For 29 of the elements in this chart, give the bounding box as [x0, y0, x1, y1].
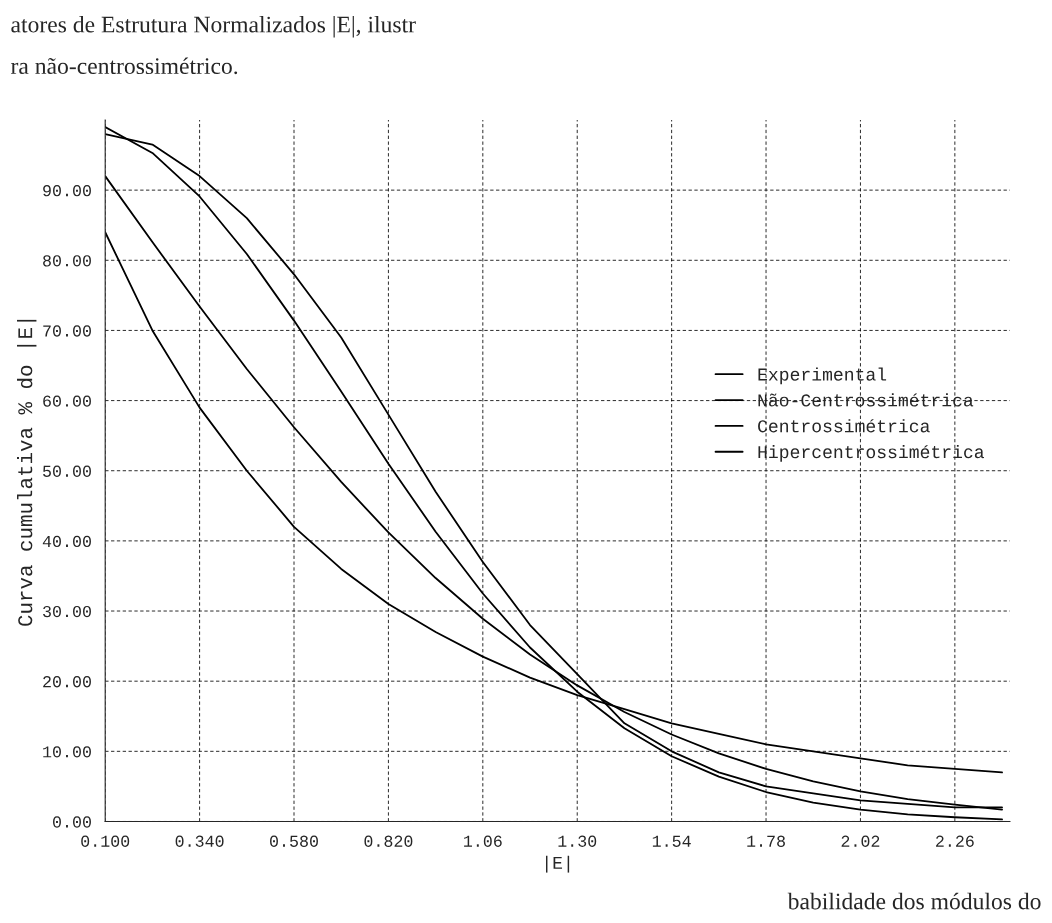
y-tick-label: 10.00 [43, 746, 91, 758]
y-tick-label: 30.00 [43, 605, 91, 618]
y-tick-label: 80.00 [43, 255, 91, 267]
legend-label: Hipercentrossimétrica [758, 444, 984, 462]
y-tick-label: 40.00 [42, 535, 91, 548]
y-tick-label: 0.00 [53, 816, 91, 828]
x-axis-title: |E| [545, 855, 570, 873]
x-tick-label: 2.26 [936, 835, 974, 847]
x-tick-label: 0.580 [270, 835, 318, 847]
legend-label: Experimental [758, 367, 887, 385]
text: babilidade dos módulos do [787, 892, 1041, 910]
x-tick-label: 1.78 [747, 835, 785, 847]
text: ra não-centrossimétrico. [10, 57, 238, 75]
y-tick-label: 90.00 [43, 185, 91, 197]
x-tick-label: 2.02 [841, 835, 880, 847]
x-tick-label: 1.54 [652, 835, 691, 847]
x-tick-label: 0.820 [364, 835, 413, 847]
y-tick-label: 70.00 [43, 325, 91, 337]
x-tick-label: 0.340 [175, 835, 224, 847]
y-tick-label: 50.00 [43, 465, 91, 477]
legend-label: Não-Centrossimétrica [758, 393, 974, 407]
legend-label: Centrossimétrica [758, 419, 930, 433]
text: atores de Estrutura Normalizados |E|, ilustr [11, 15, 416, 38]
x-tick-label: 0.100 [81, 835, 130, 847]
y-axis-title: Curva cumulativa % do |E| [17, 319, 37, 626]
x-tick-label: 1.30 [558, 835, 597, 847]
y-tick-label: 60.00 [43, 395, 91, 407]
x-tick-label: 1.06 [464, 835, 502, 847]
y-tick-label: 20.00 [43, 676, 91, 688]
